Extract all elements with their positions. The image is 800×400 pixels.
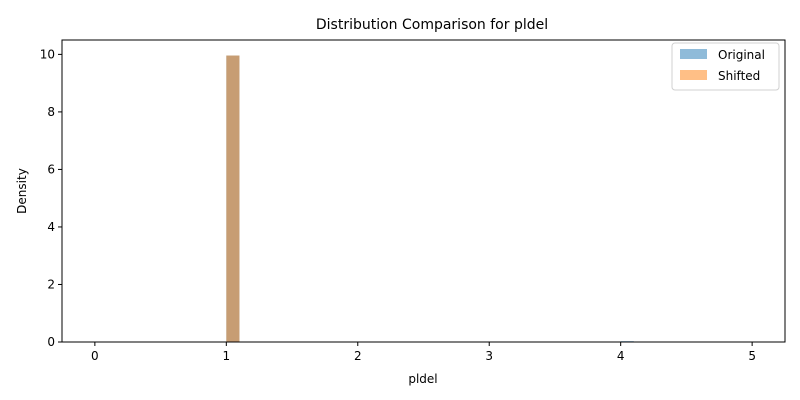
plot-area (226, 55, 634, 343)
legend-swatch-original (680, 49, 707, 59)
x-axis: 0 1 2 3 4 5 (91, 342, 756, 363)
x-tick-label: 1 (222, 349, 230, 363)
x-tick-label: 2 (354, 349, 362, 363)
legend-swatch-shifted (680, 70, 707, 80)
x-tick-label: 3 (485, 349, 493, 363)
chart-title: Distribution Comparison for pldel (316, 17, 548, 33)
y-tick-label: 10 (40, 47, 55, 61)
legend-label-original: Original (718, 48, 765, 62)
y-axis-label: Density (15, 168, 29, 214)
x-axis-label: pldel (408, 372, 437, 386)
legend-label-shifted: Shifted (718, 69, 760, 83)
y-tick-label: 0 (47, 335, 55, 349)
plot-frame (61, 39, 786, 343)
y-tick-label: 8 (47, 105, 55, 119)
histogram-bar-shifted-0 (226, 55, 240, 342)
x-tick-label: 4 (617, 349, 625, 363)
y-tick-label: 4 (47, 220, 55, 234)
y-axis: 0 2 4 6 8 10 (40, 47, 62, 349)
x-tick-label: 5 (748, 349, 756, 363)
legend: Original Shifted (671, 42, 780, 91)
x-tick-label: 0 (91, 349, 99, 363)
y-tick-label: 6 (47, 162, 55, 176)
y-tick-label: 2 (47, 277, 55, 291)
